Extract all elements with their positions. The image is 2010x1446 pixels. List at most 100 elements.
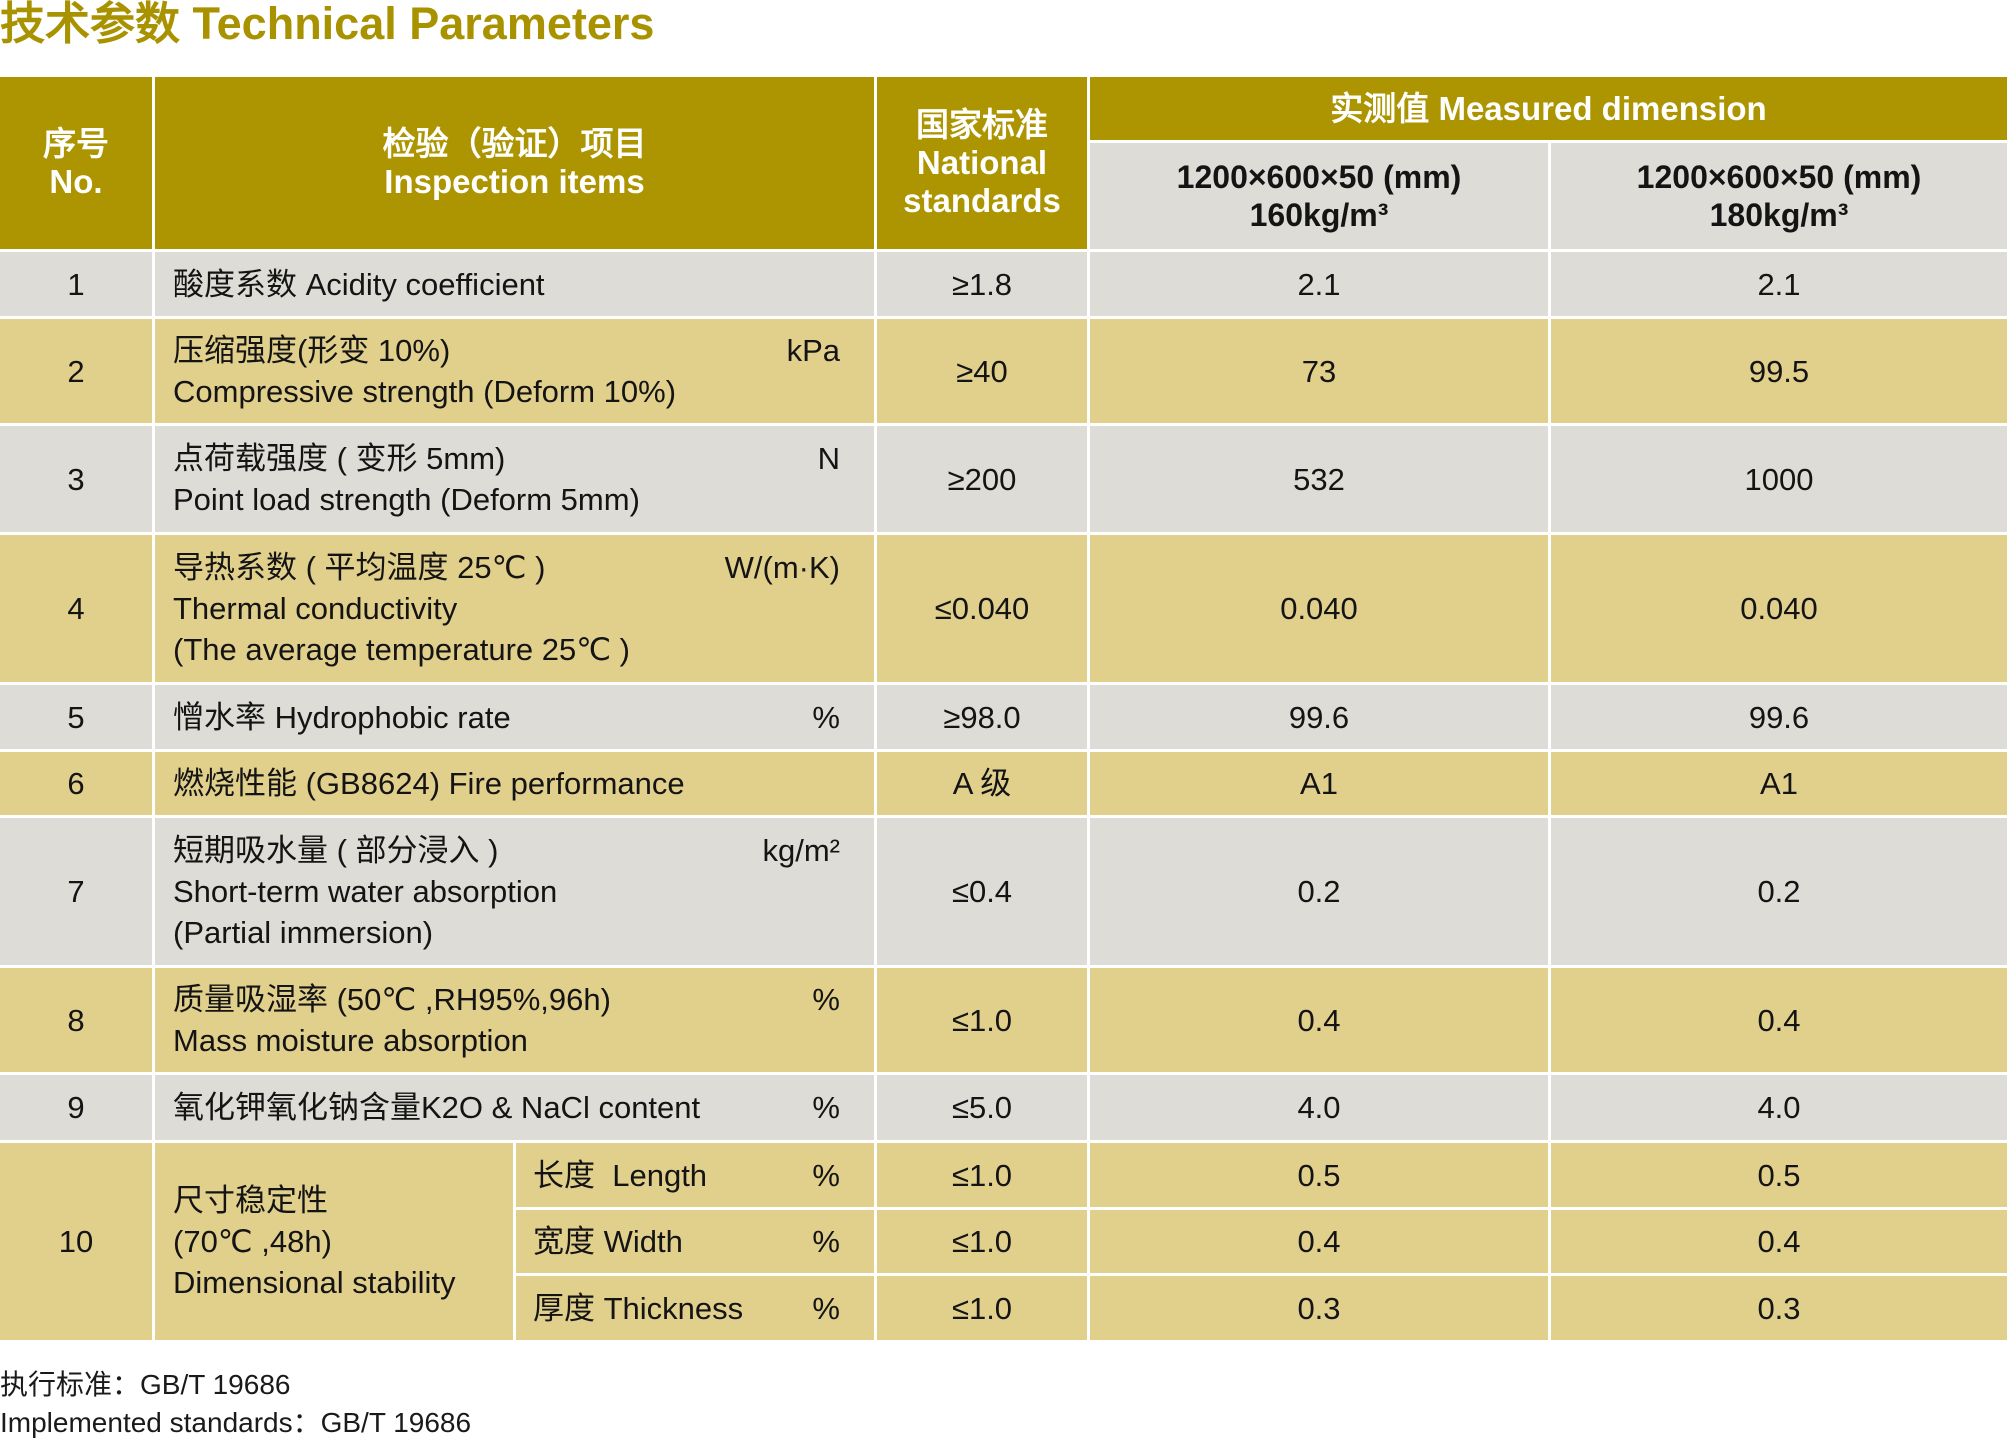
row-5-standard: ≥98.0 <box>877 685 1087 749</box>
row-4-item-line-2: Thermal conductivity <box>173 591 458 626</box>
row-10-width-value-160: 0.4 <box>1090 1210 1548 1273</box>
row-9-standard: ≤5.0 <box>877 1075 1087 1140</box>
row-7-no: 7 <box>0 818 152 965</box>
header-spec-160-density: 160kg/m³ <box>1249 197 1389 233</box>
row-3-item-line-2: Point load strength (Deform 5mm) <box>173 482 640 517</box>
row-1-value-180: 2.1 <box>1551 252 2007 316</box>
row-3-value-180: 1000 <box>1551 426 2007 532</box>
header-spec-180: 1200×600×50 (mm) 180kg/m³ <box>1551 143 2007 249</box>
row-1-item: 酸度系数 Acidity coefficient <box>155 252 874 316</box>
header-no: 序号 No. <box>0 77 152 249</box>
row-4-item: 导热系数 ( 平均温度 25℃ ) W/(m·K) Thermal conduc… <box>155 535 874 682</box>
row-9-value-180: 4.0 <box>1551 1075 2007 1140</box>
row-10-group-line-2: (70℃ ,48h) <box>173 1224 332 1259</box>
row-10-group-line-1: 尺寸稳定性 <box>173 1183 328 1218</box>
row-8-standard: ≤1.0 <box>877 968 1087 1072</box>
row-7-item-line-2: Short-term water absorption <box>173 874 558 909</box>
header-spec-160: 1200×600×50 (mm) 160kg/m³ <box>1090 143 1548 249</box>
row-10-thickness-value-180: 0.3 <box>1551 1276 2007 1340</box>
row-2-no: 2 <box>0 319 152 423</box>
row-2-item: 压缩强度(形变 10%) kPa Compressive strength (D… <box>155 319 874 423</box>
header-item-stack: 检验（验证）项目 Inspection items <box>383 125 647 201</box>
row-7-item-line-3: (Partial immersion) <box>173 915 434 950</box>
header-no-en: No. <box>49 163 103 200</box>
row-10-width-label: 宽度 Width <box>533 1224 683 1259</box>
header-item-zh: 检验（验证）项目 <box>382 125 647 162</box>
header-spec-160-size: 1200×600×50 (mm) <box>1176 159 1462 195</box>
row-9-unit: % <box>812 1090 840 1125</box>
row-10-length-value-160: 0.5 <box>1090 1143 1548 1207</box>
row-2-value-180: 99.5 <box>1551 319 2007 423</box>
row-5-item: 憎水率 Hydrophobic rate % <box>155 685 874 749</box>
row-6-no: 6 <box>0 752 152 815</box>
header-spec-180-density: 180kg/m³ <box>1709 197 1849 233</box>
row-10-thickness-unit: % <box>812 1290 840 1326</box>
header-measured-dimension: 实测值 Measured dimension <box>1090 77 2007 140</box>
row-10-thickness-label: 厚度 Thickness <box>533 1290 744 1326</box>
row-6-value-180: A1 <box>1551 752 2007 815</box>
header-national-standards: 国家标准 National standards <box>877 77 1087 249</box>
row-5-item-text: 憎水率 Hydrophobic rate <box>173 699 511 735</box>
header-spec-180-stack: 1200×600×50 (mm) 180kg/m³ <box>1637 158 1922 234</box>
row-4-item-line-3: (The average temperature 25℃ ) <box>173 632 630 667</box>
header-inspection-items: 检验（验证）项目 Inspection items <box>155 77 874 249</box>
row-10-width-line: 宽度 Width % <box>533 1221 840 1262</box>
row-10-width-unit: % <box>812 1224 840 1259</box>
row-10-length-value-180: 0.5 <box>1551 1143 2007 1207</box>
row-2-value-160: 73 <box>1090 319 1548 423</box>
row-3-item-text: 点荷载强度 ( 变形 5mm) <box>173 441 506 476</box>
row-10-group-line-3: Dimensional stability <box>173 1265 456 1300</box>
row-10-item-group: 尺寸稳定性 (70℃ ,48h) Dimensional stability <box>155 1143 513 1340</box>
row-10-thickness-standard: ≤1.0 <box>877 1276 1087 1340</box>
row-7-item: 短期吸水量 ( 部分浸入 ) kg/m² Short-term water ab… <box>155 818 874 965</box>
row-3-item-line-1: 点荷载强度 ( 变形 5mm) N <box>173 438 840 479</box>
row-8-unit: % <box>812 982 840 1017</box>
row-2-item-line-1: 压缩强度(形变 10%) kPa <box>173 330 840 371</box>
row-6-item-line-1: 燃烧性能 (GB8624) Fire performance <box>173 763 840 804</box>
row-4-value-160: 0.040 <box>1090 535 1548 682</box>
row-10-length-item: 长度 Length % <box>516 1143 874 1207</box>
row-1-item-line-1: 酸度系数 Acidity coefficient <box>173 264 840 305</box>
header-no-zh: 序号 <box>43 125 109 162</box>
row-4-value-180: 0.040 <box>1551 535 2007 682</box>
row-1-value-160: 2.1 <box>1090 252 1548 316</box>
row-2-item-text: 压缩强度(形变 10%) <box>173 333 451 368</box>
row-5-no: 5 <box>0 685 152 749</box>
row-2-standard: ≥40 <box>877 319 1087 423</box>
header-standard-stack: 国家标准 National standards <box>881 106 1083 220</box>
row-8-item-text: 质量吸湿率 (50℃ ,RH95%,96h) <box>173 982 611 1017</box>
row-10-width-item: 宽度 Width % <box>516 1210 874 1273</box>
row-3-standard: ≥200 <box>877 426 1087 532</box>
row-6-item: 燃烧性能 (GB8624) Fire performance <box>155 752 874 815</box>
header-standard-zh: 国家标准 <box>916 106 1048 143</box>
row-1-no: 1 <box>0 252 152 316</box>
row-7-item-line-1: 短期吸水量 ( 部分浸入 ) kg/m² <box>173 830 840 871</box>
row-10-thickness-item: 厚度 Thickness % <box>516 1276 874 1340</box>
row-4-no: 4 <box>0 535 152 682</box>
row-8-value-180: 0.4 <box>1551 968 2007 1072</box>
row-8-item-line-2: Mass moisture absorption <box>173 1023 528 1058</box>
row-10-width-standard: ≤1.0 <box>877 1210 1087 1273</box>
row-5-unit: % <box>812 699 840 735</box>
header-spec-160-stack: 1200×600×50 (mm) 160kg/m³ <box>1177 158 1462 234</box>
row-1-standard: ≥1.8 <box>877 252 1087 316</box>
row-9-value-160: 4.0 <box>1090 1075 1548 1140</box>
row-7-standard: ≤0.4 <box>877 818 1087 965</box>
row-10-length-label: 长度 Length <box>533 1157 708 1193</box>
row-7-item-text: 短期吸水量 ( 部分浸入 ) <box>173 833 499 868</box>
footer-standards-note: 执行标准：GB/T 19686 Implemented standards：GB… <box>0 1366 471 1442</box>
technical-parameters-table: 序号 No. 检验（验证）项目 Inspection items 国家标准 Na… <box>0 77 2007 1340</box>
row-8-value-160: 0.4 <box>1090 968 1548 1072</box>
row-10-thickness-line: 厚度 Thickness % <box>533 1288 840 1329</box>
row-5-value-180: 99.6 <box>1551 685 2007 749</box>
page-title: 技术参数 Technical Parameters <box>0 0 655 49</box>
row-7-unit: kg/m² <box>762 833 841 868</box>
row-4-standard: ≤0.040 <box>877 535 1087 682</box>
row-9-item-text: 氧化钾氧化钠含量K2O & NaCl content <box>173 1090 701 1125</box>
row-7-value-180: 0.2 <box>1551 818 2007 965</box>
row-10-no: 10 <box>0 1143 152 1340</box>
footer-line-en: Implemented standards：GB/T 19686 <box>0 1407 472 1438</box>
row-8-item: 质量吸湿率 (50℃ ,RH95%,96h) % Mass moisture a… <box>155 968 874 1072</box>
header-no-stack: 序号 No. <box>43 125 109 201</box>
row-2-item-line-2: Compressive strength (Deform 10%) <box>173 374 677 409</box>
